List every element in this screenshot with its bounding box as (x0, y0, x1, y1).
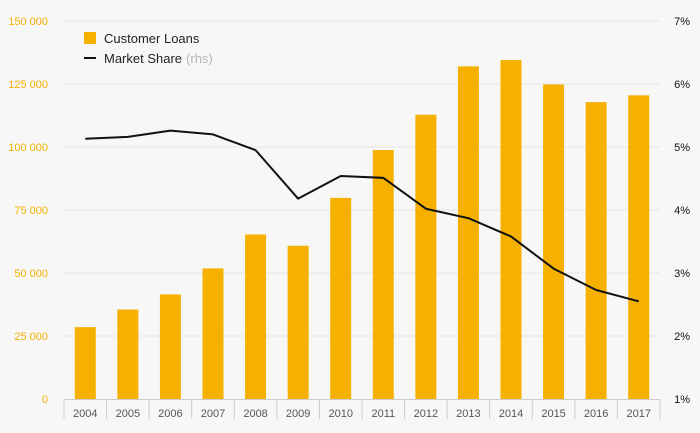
y-right-tick-label: 2% (674, 331, 690, 343)
x-tick-label: 2008 (243, 408, 267, 420)
bar (245, 234, 267, 399)
legend-swatch-line (84, 57, 96, 59)
y-right-tick-label: 1% (674, 394, 690, 406)
y-right-tick-label: 7% (674, 16, 690, 28)
x-tick-label: 2013 (456, 408, 480, 420)
x-tick-label: 2014 (499, 408, 523, 420)
y-left-tick-label: 50 000 (14, 268, 48, 280)
x-tick-label: 2015 (541, 408, 565, 420)
bar (372, 150, 394, 399)
x-tick-label: 2004 (73, 408, 97, 420)
bar (628, 95, 650, 399)
bar-series-customer-loans (74, 60, 650, 400)
x-tick-label: 2011 (371, 408, 395, 420)
bar (543, 84, 565, 399)
bar (415, 114, 437, 399)
y-right-tick-label: 6% (674, 79, 690, 91)
x-tick-label: 2016 (584, 408, 608, 420)
y-left-tick-label: 25 000 (14, 331, 48, 343)
y-right-tick-label: 3% (674, 268, 690, 280)
x-axis: 2004 2005 2006 2007 2008 2009 2010 2011 2012 2013… (63, 399, 661, 420)
y-right-tick-label: 4% (674, 205, 690, 217)
y-left-tick-label: 75 000 (14, 205, 48, 217)
y-left-tick-label: 150 000 (8, 16, 48, 28)
y-left-tick-label: 0 (42, 394, 48, 406)
bar (202, 268, 224, 399)
x-tick-label: 2012 (414, 408, 438, 420)
bar (330, 197, 352, 399)
y-right-tick-label: 5% (674, 142, 690, 154)
legend-item-market-share: Market Share (rhs) (84, 48, 213, 68)
x-tick-label: 2010 (328, 408, 352, 420)
legend-label-customer-loans: Customer Loans (104, 30, 200, 46)
bar (74, 327, 96, 399)
x-tick-label: 2006 (158, 408, 182, 420)
bar (585, 102, 607, 400)
legend-label-rhs: (rhs) (186, 50, 213, 66)
y-left-tick-label: 100 000 (8, 142, 48, 154)
bar (457, 66, 479, 400)
legend-swatch-bar (84, 32, 96, 44)
bar (287, 245, 309, 399)
bar (500, 60, 522, 400)
x-tick-label: 2007 (201, 408, 225, 420)
y-axis-left: 0 25 000 50 000 75 000 100 000 125 000 150 000 (8, 16, 48, 406)
y-axis-right: 1% 2% 3% 4% 5% 6% 7% (674, 16, 690, 406)
x-tick-label: 2009 (286, 408, 310, 420)
bar (159, 294, 181, 399)
line-series-market-share (85, 129, 639, 303)
y-left-tick-label: 125 000 (8, 79, 48, 91)
gridlines (64, 20, 660, 337)
market-share-line (85, 129, 639, 303)
legend-label-market-share: Market Share (104, 50, 183, 66)
legend: Customer Loans Market Share (rhs) (84, 28, 213, 68)
x-tick-label: 2005 (116, 408, 140, 420)
legend-item-customer-loans: Customer Loans (84, 28, 213, 48)
x-tick-label: 2017 (626, 408, 650, 420)
bar (117, 309, 139, 399)
